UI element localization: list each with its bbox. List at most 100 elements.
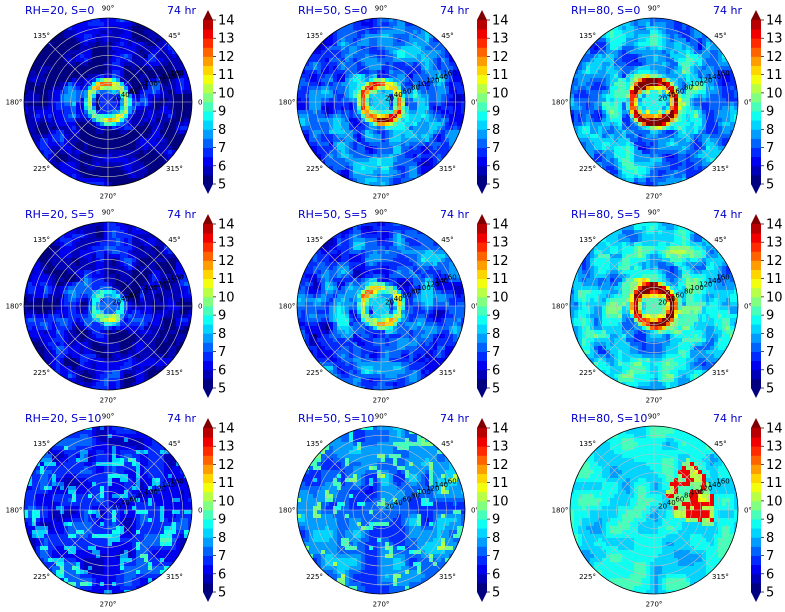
field-cell xyxy=(421,30,426,35)
field-cell xyxy=(96,58,101,63)
field-cell xyxy=(92,82,97,87)
field-cell xyxy=(433,118,438,123)
field-cell xyxy=(373,178,378,183)
field-cell xyxy=(325,102,330,107)
field-cell xyxy=(48,46,53,51)
field-cell xyxy=(670,62,675,67)
field-cell xyxy=(690,50,695,55)
field-cell xyxy=(421,158,426,163)
field-cell xyxy=(409,174,414,179)
field-cell xyxy=(610,34,615,39)
field-cell xyxy=(449,126,454,131)
field-cell xyxy=(353,142,358,147)
field-cell xyxy=(349,82,354,87)
field-cell xyxy=(646,102,651,107)
field-cell xyxy=(325,90,330,95)
field-cell xyxy=(361,34,366,39)
field-cell xyxy=(570,102,575,107)
field-cell xyxy=(606,138,611,143)
radial-tick-label: 140 xyxy=(435,73,448,81)
colorbar-segment xyxy=(751,156,761,167)
field-cell xyxy=(706,110,711,115)
field-cell xyxy=(361,134,366,139)
field-cell xyxy=(168,122,173,127)
field-cell xyxy=(40,150,45,155)
field-cell xyxy=(349,46,354,51)
field-cell xyxy=(698,78,703,83)
field-cell xyxy=(594,74,599,79)
field-cell xyxy=(353,154,358,159)
field-cell xyxy=(44,42,49,47)
field-cell xyxy=(373,30,378,35)
field-cell xyxy=(96,222,101,227)
field-cell xyxy=(650,74,655,79)
field-cell xyxy=(626,94,631,99)
field-cell xyxy=(674,178,679,183)
field-cell xyxy=(80,178,85,183)
field-cell xyxy=(140,102,145,107)
field-cell xyxy=(321,146,326,151)
field-cell xyxy=(630,142,635,147)
angle-tick-label: 0° xyxy=(744,99,752,107)
field-cell xyxy=(445,150,450,155)
field-cell xyxy=(409,146,414,151)
field-cell xyxy=(417,26,422,31)
field-cell xyxy=(674,82,679,87)
field-cell xyxy=(650,166,655,171)
field-cell xyxy=(405,122,410,127)
field-cell xyxy=(116,78,121,83)
field-cell xyxy=(706,118,711,123)
field-cell xyxy=(714,150,719,155)
field-cell xyxy=(108,174,113,179)
field-cell xyxy=(120,138,125,143)
field-cell xyxy=(646,90,651,95)
field-cell xyxy=(68,106,73,111)
field-cell xyxy=(68,74,73,79)
field-cell xyxy=(658,70,663,75)
field-cell xyxy=(40,138,45,143)
field-cell xyxy=(48,250,53,255)
field-cell xyxy=(393,110,398,115)
field-cell xyxy=(365,178,370,183)
field-cell xyxy=(590,126,595,131)
field-cell xyxy=(164,82,169,87)
field-cell xyxy=(72,34,77,39)
field-cell xyxy=(622,30,627,35)
field-cell xyxy=(80,230,85,235)
field-cell xyxy=(401,26,406,31)
field-cell xyxy=(48,98,53,103)
field-cell xyxy=(726,122,731,127)
field-cell xyxy=(337,126,342,131)
field-cell xyxy=(401,38,406,43)
field-cell xyxy=(44,74,49,79)
field-cell xyxy=(702,38,707,43)
field-cell xyxy=(413,46,418,51)
field-cell xyxy=(578,86,583,91)
field-cell xyxy=(64,158,69,163)
field-cell xyxy=(100,18,105,23)
field-cell xyxy=(614,70,619,75)
field-cell xyxy=(116,30,121,35)
field-cell xyxy=(112,158,117,163)
field-cell xyxy=(104,226,109,231)
field-cell xyxy=(333,154,338,159)
field-cell xyxy=(437,106,442,111)
field-cell xyxy=(445,130,450,135)
colorbar-segment xyxy=(477,65,487,76)
field-cell xyxy=(48,254,53,259)
field-cell xyxy=(56,258,61,263)
field-cell xyxy=(48,126,53,131)
field-cell xyxy=(393,82,398,87)
field-cell xyxy=(108,98,113,103)
field-cell xyxy=(429,138,434,143)
field-cell xyxy=(353,174,358,179)
field-cell xyxy=(333,58,338,63)
field-cell xyxy=(441,118,446,123)
field-cell xyxy=(321,82,326,87)
field-cell xyxy=(140,126,145,131)
field-cell xyxy=(393,122,398,127)
field-cell xyxy=(140,122,145,127)
field-cell xyxy=(321,142,326,147)
field-cell xyxy=(140,246,145,251)
field-cell xyxy=(706,66,711,71)
